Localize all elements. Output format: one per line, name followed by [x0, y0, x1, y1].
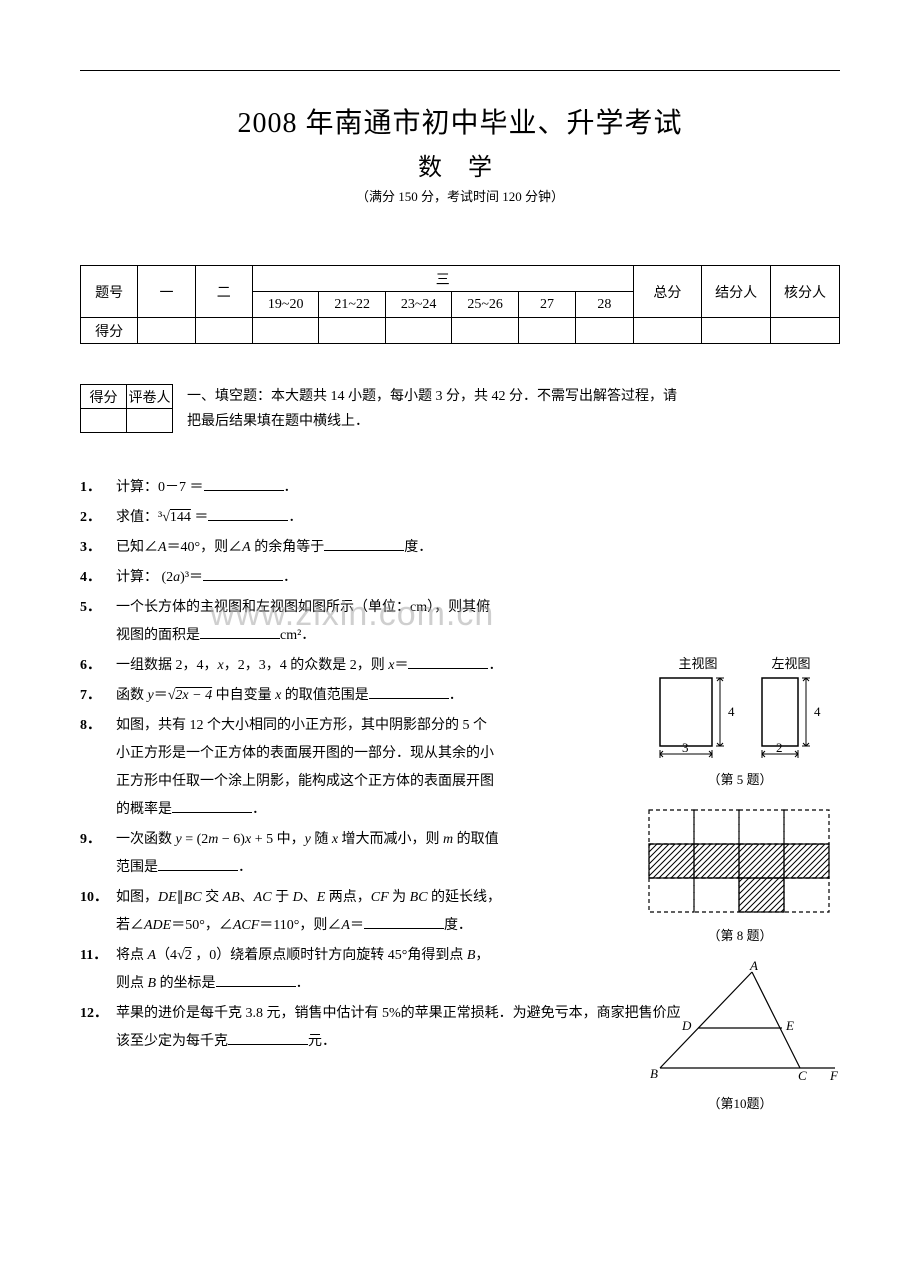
question-4: 4． 计算： (2a)³＝．	[80, 564, 840, 592]
q-number: 5．	[80, 594, 116, 650]
top-rule	[80, 70, 840, 71]
answer-blank	[158, 857, 238, 871]
figure-10: A B C D E F （第10题）	[640, 958, 840, 1112]
q-number: 11．	[80, 942, 116, 998]
hd-3: 三	[252, 266, 633, 292]
fig5-right-svg: 4 2	[756, 672, 826, 762]
answer-blank	[364, 915, 444, 929]
fig10-caption: （第10题）	[640, 1093, 840, 1112]
hd-1: 一	[138, 266, 195, 318]
sub-6: 28	[576, 292, 633, 318]
fig5-left-label: 主视图	[654, 653, 742, 672]
fig8-svg	[645, 806, 835, 918]
exam-title: 2008 年南通市初中毕业、升学考试	[80, 101, 840, 141]
radical: √2x − 4	[168, 688, 212, 703]
section-1-intro: 一、填空题：本大题共 14 小题，每小题 3 分，共 42 分．不需写出解答过程…	[80, 384, 840, 434]
mini-score-table: 得分 评卷人	[80, 384, 173, 433]
answer-blank	[369, 685, 449, 699]
section-1-desc2: 把最后结果填在题中横线上．	[187, 414, 369, 429]
section-1-label: 一、填空题：	[187, 389, 271, 404]
answer-blank	[408, 655, 488, 669]
svg-text:2: 2	[776, 740, 783, 755]
hd-marker: 结分人	[702, 266, 771, 318]
answer-blank	[204, 477, 284, 491]
score-label: 得分	[81, 318, 138, 344]
fig5-right-label: 左视图	[756, 653, 826, 672]
sub-3: 23~24	[385, 292, 451, 318]
q-number: 3．	[80, 534, 116, 562]
svg-text:D: D	[681, 1018, 692, 1033]
q-number: 12．	[80, 1000, 116, 1056]
sub-4: 25~26	[452, 292, 518, 318]
score-table: 题号 一 二 三 总分 结分人 核分人 19~20 21~22 23~24 25…	[80, 265, 840, 344]
question-3: 3． 已知∠A＝40°，则∠A 的余角等于度．	[80, 534, 840, 562]
fig5-left-svg: 4 3	[654, 672, 742, 762]
answer-blank	[200, 625, 280, 639]
sub-2: 21~22	[319, 292, 385, 318]
figure-5: 主视图 4 3	[640, 653, 840, 788]
mini-score: 得分	[81, 385, 127, 409]
svg-text:4: 4	[728, 704, 735, 719]
exam-meta: （满分 150 分，考试时间 120 分钟）	[80, 186, 840, 205]
answer-blank	[172, 799, 252, 813]
q-number: 2．	[80, 504, 116, 532]
q-number: 9．	[80, 826, 116, 882]
q-number: 6．	[80, 652, 116, 680]
q-number: 10．	[80, 884, 116, 940]
hd-checker: 核分人	[771, 266, 840, 318]
sub-1: 19~20	[252, 292, 318, 318]
radical: ³√144	[158, 510, 191, 525]
radical: √2	[177, 948, 192, 963]
mini-marker: 评卷人	[127, 385, 173, 409]
svg-text:F: F	[829, 1068, 839, 1083]
svg-text:E: E	[785, 1018, 794, 1033]
hd-2: 二	[195, 266, 252, 318]
svg-text:C: C	[798, 1068, 807, 1083]
table-row: 题号 一 二 三 总分 结分人 核分人	[81, 266, 840, 292]
answer-blank	[216, 973, 296, 987]
question-1: 1． 计算：0－7 ＝．	[80, 474, 840, 502]
fig5-caption: （第 5 题）	[640, 769, 840, 788]
q-number: 7．	[80, 682, 116, 710]
subject-title: 数 学	[80, 147, 840, 182]
answer-blank	[324, 537, 404, 551]
question-2: 2． 求值：³√144 ＝．	[80, 504, 840, 532]
hd-total: 总分	[633, 266, 702, 318]
svg-text:B: B	[650, 1066, 658, 1081]
svg-text:A: A	[749, 958, 758, 973]
answer-blank	[228, 1031, 308, 1045]
table-row: 得分	[81, 318, 840, 344]
q-number: 4．	[80, 564, 116, 592]
fig10-svg: A B C D E F	[640, 958, 840, 1086]
hd-num: 题号	[81, 266, 138, 318]
answer-blank	[208, 507, 288, 521]
svg-text:4: 4	[814, 704, 821, 719]
svg-text:3: 3	[682, 740, 689, 755]
section-1-desc1: 本大题共 14 小题，每小题 3 分，共 42 分．不需写出解答过程，请	[271, 389, 677, 404]
answer-blank	[203, 567, 283, 581]
fig8-caption: （第 8 题）	[640, 925, 840, 944]
figure-8: （第 8 题）	[640, 806, 840, 944]
sub-5: 27	[518, 292, 575, 318]
question-5: 5． 一个长方体的主视图和左视图如图所示（单位：cm），则其俯 视图的面积是cm…	[80, 594, 840, 650]
q-number: 1．	[80, 474, 116, 502]
q-number: 8．	[80, 712, 116, 824]
figures-column: 主视图 4 3	[640, 653, 840, 1112]
